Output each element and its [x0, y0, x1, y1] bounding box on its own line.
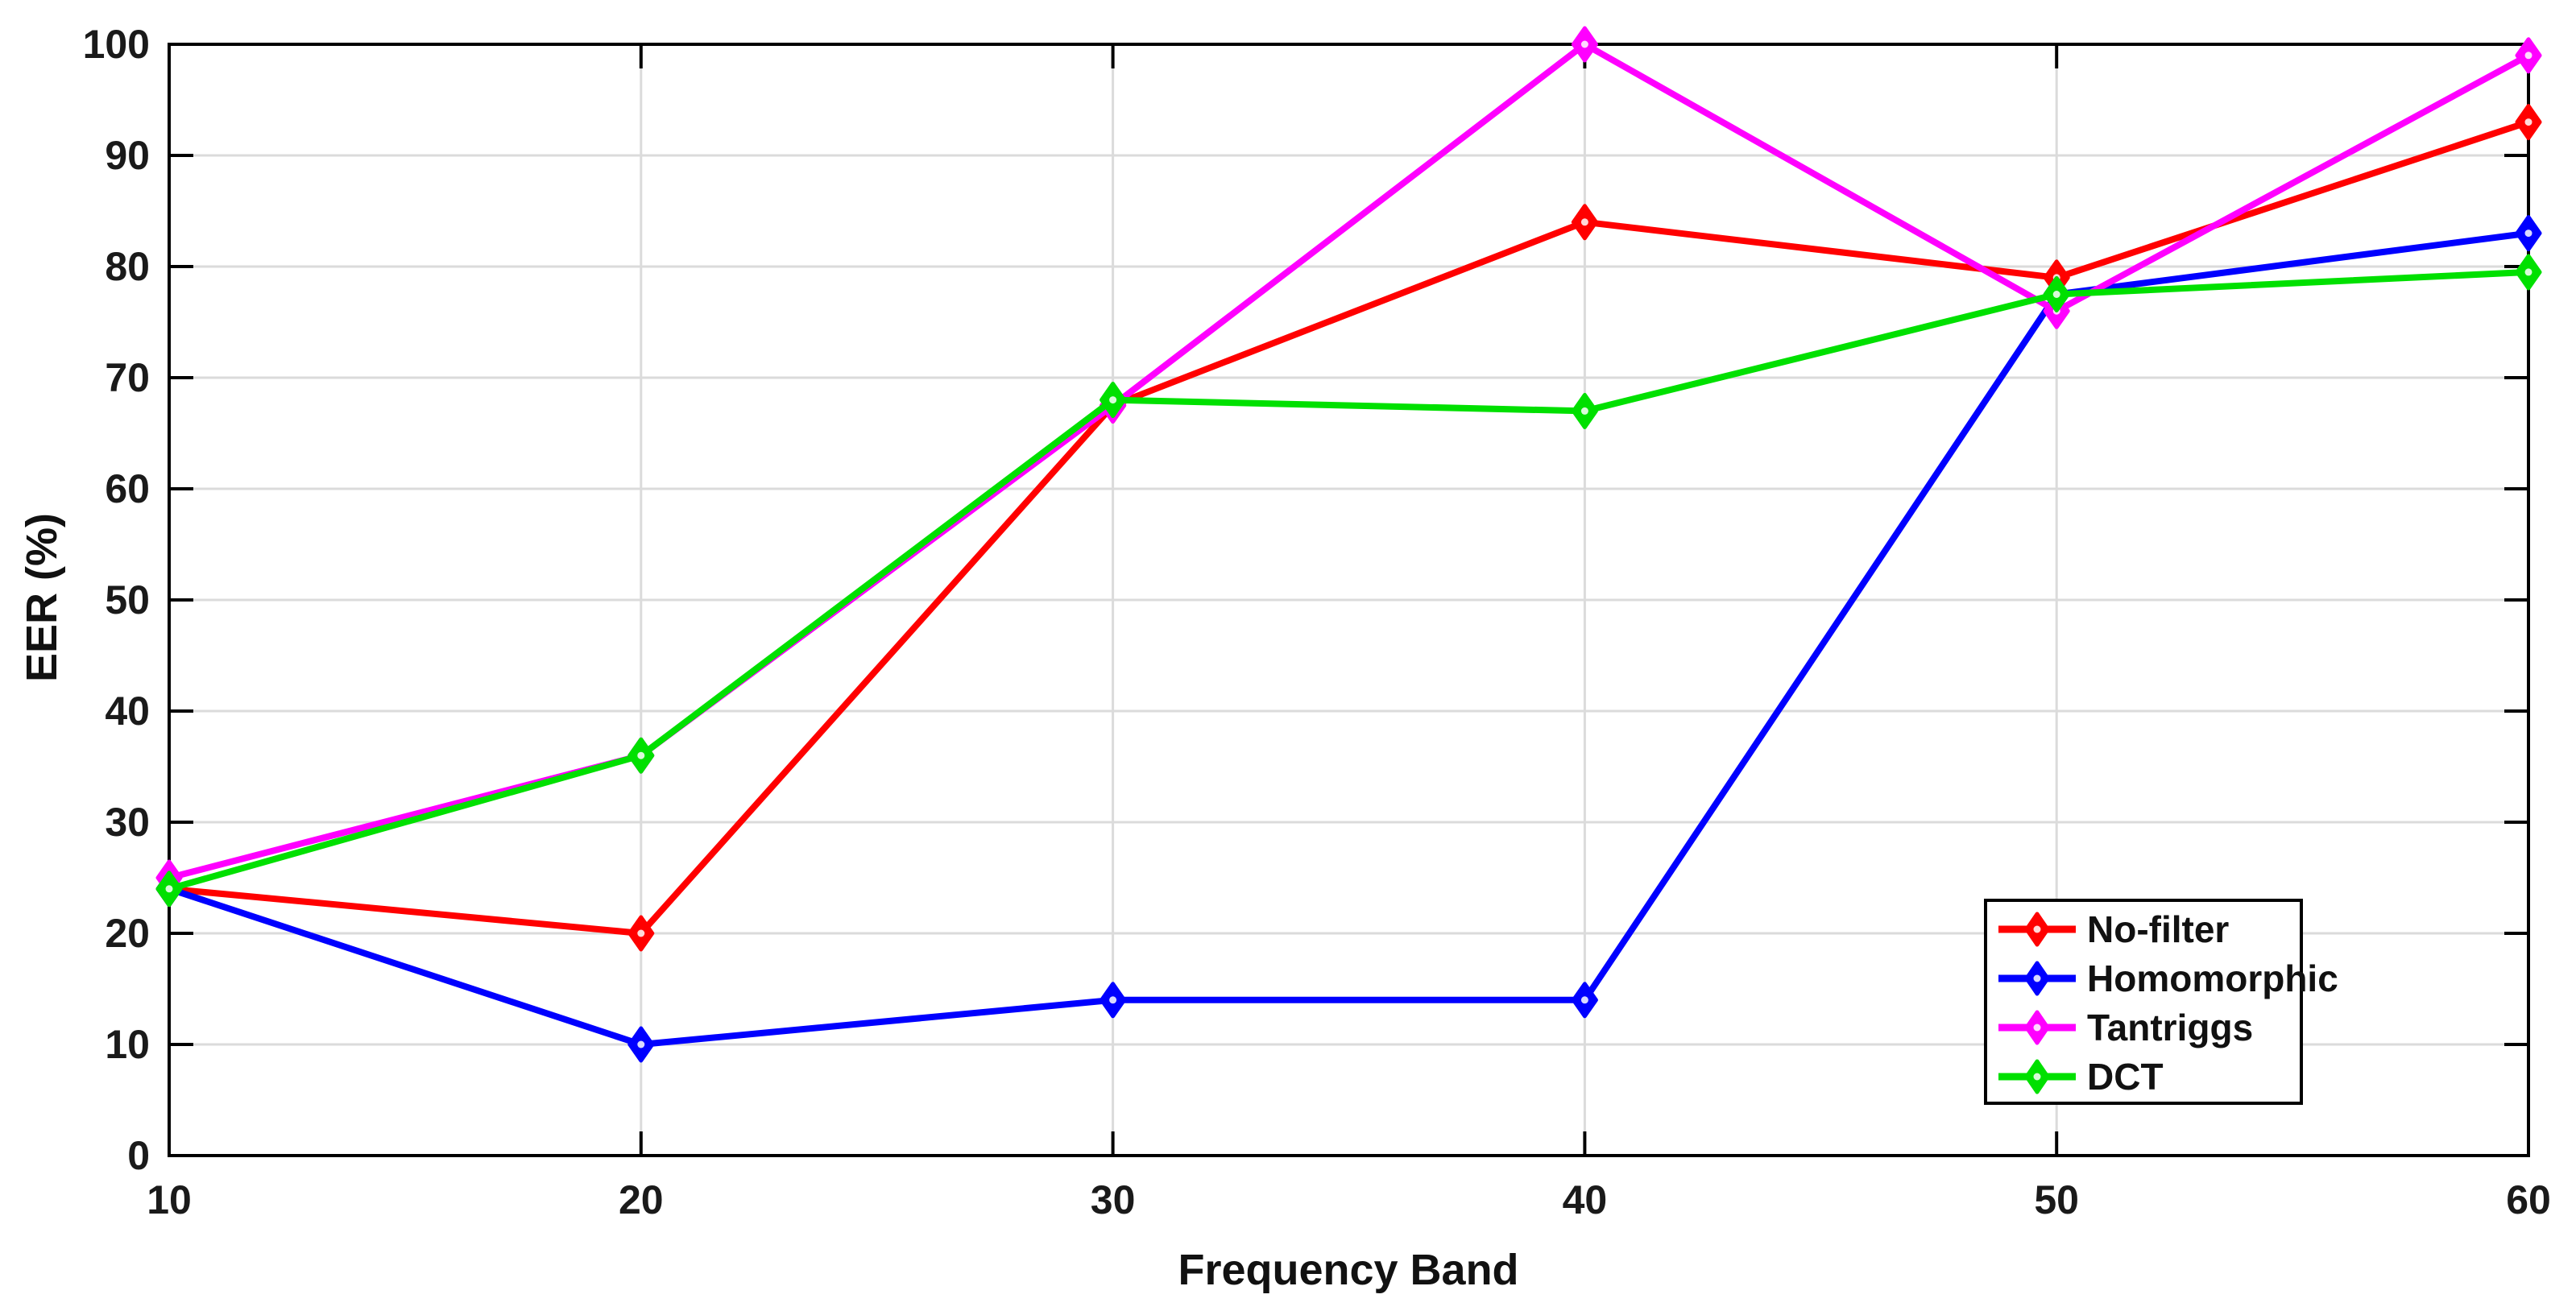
series-line-homomorphic: [166, 230, 2532, 1048]
marker-center-dot: [637, 929, 645, 937]
marker-center-dot: [165, 885, 173, 893]
y-tick-label: 100: [83, 22, 150, 67]
marker-center-dot: [1580, 407, 1588, 415]
marker-center-dot: [2524, 52, 2533, 60]
series-line-dct: [166, 268, 2532, 892]
legend-label: Homomorphic: [2087, 957, 2338, 999]
marker-center-dot: [2524, 118, 2533, 126]
legend-item-dct: DCT: [1998, 1056, 2164, 1098]
legend: No-filter Homomorphic Tantriggs DCT: [1984, 899, 2338, 1105]
marker-center-dot: [2033, 925, 2041, 933]
legend-item-no-filter: No-filter: [1998, 908, 2229, 950]
x-tick-label: 20: [619, 1177, 664, 1222]
marker-center-dot: [637, 751, 645, 759]
marker-center-dot: [1580, 996, 1588, 1004]
series-tantriggs: [155, 26, 2542, 896]
x-tick-label: 60: [2506, 1177, 2551, 1222]
y-tick-label: 90: [105, 133, 150, 178]
y-tick-label: 10: [105, 1022, 150, 1067]
marker-center-dot: [1109, 996, 1117, 1004]
y-tick-label: 60: [105, 466, 150, 511]
legend-item-tantriggs: Tantriggs: [1998, 1007, 2253, 1048]
legend-label: Tantriggs: [2087, 1007, 2253, 1048]
marker-center-dot: [2033, 1024, 2041, 1032]
tick-marks: [168, 43, 2530, 1157]
x-axis-label: Frequency Band: [1178, 1246, 1519, 1294]
series-dct: [155, 254, 2542, 908]
y-tick-label: 50: [105, 577, 150, 622]
x-tick-label: 40: [1563, 1177, 1608, 1222]
marker-center-dot: [637, 1040, 645, 1048]
series-line-tantriggs: [166, 41, 2532, 881]
marker-center-dot: [2033, 1073, 2041, 1081]
x-tick-label: 30: [1091, 1177, 1136, 1222]
x-tick-label: 10: [147, 1177, 192, 1222]
legend-label: No-filter: [2087, 908, 2229, 950]
y-tick-label: 80: [105, 244, 150, 289]
y-tick-label: 30: [105, 800, 150, 845]
marker-center-dot: [1580, 40, 1588, 48]
y-tick-label: 0: [127, 1133, 150, 1178]
marker-center-dot: [2524, 230, 2533, 238]
x-tick-label: 50: [2034, 1177, 2079, 1222]
marker-center-dot: [2524, 268, 2533, 276]
legend-label: DCT: [2087, 1056, 2164, 1098]
y-axis-label: EER (%): [18, 512, 66, 683]
y-tick-label: 20: [105, 911, 150, 956]
series-line-no-filter: [166, 118, 2532, 937]
legend-item-homomorphic: Homomorphic: [1998, 957, 2338, 999]
marker-center-dot: [2033, 974, 2041, 982]
marker-center-dot: [1580, 218, 1588, 226]
y-tick-label: 70: [105, 355, 150, 400]
marker-center-dot: [2052, 291, 2060, 298]
marker-center-dot: [1109, 396, 1117, 404]
y-tick-label: 40: [105, 689, 150, 734]
